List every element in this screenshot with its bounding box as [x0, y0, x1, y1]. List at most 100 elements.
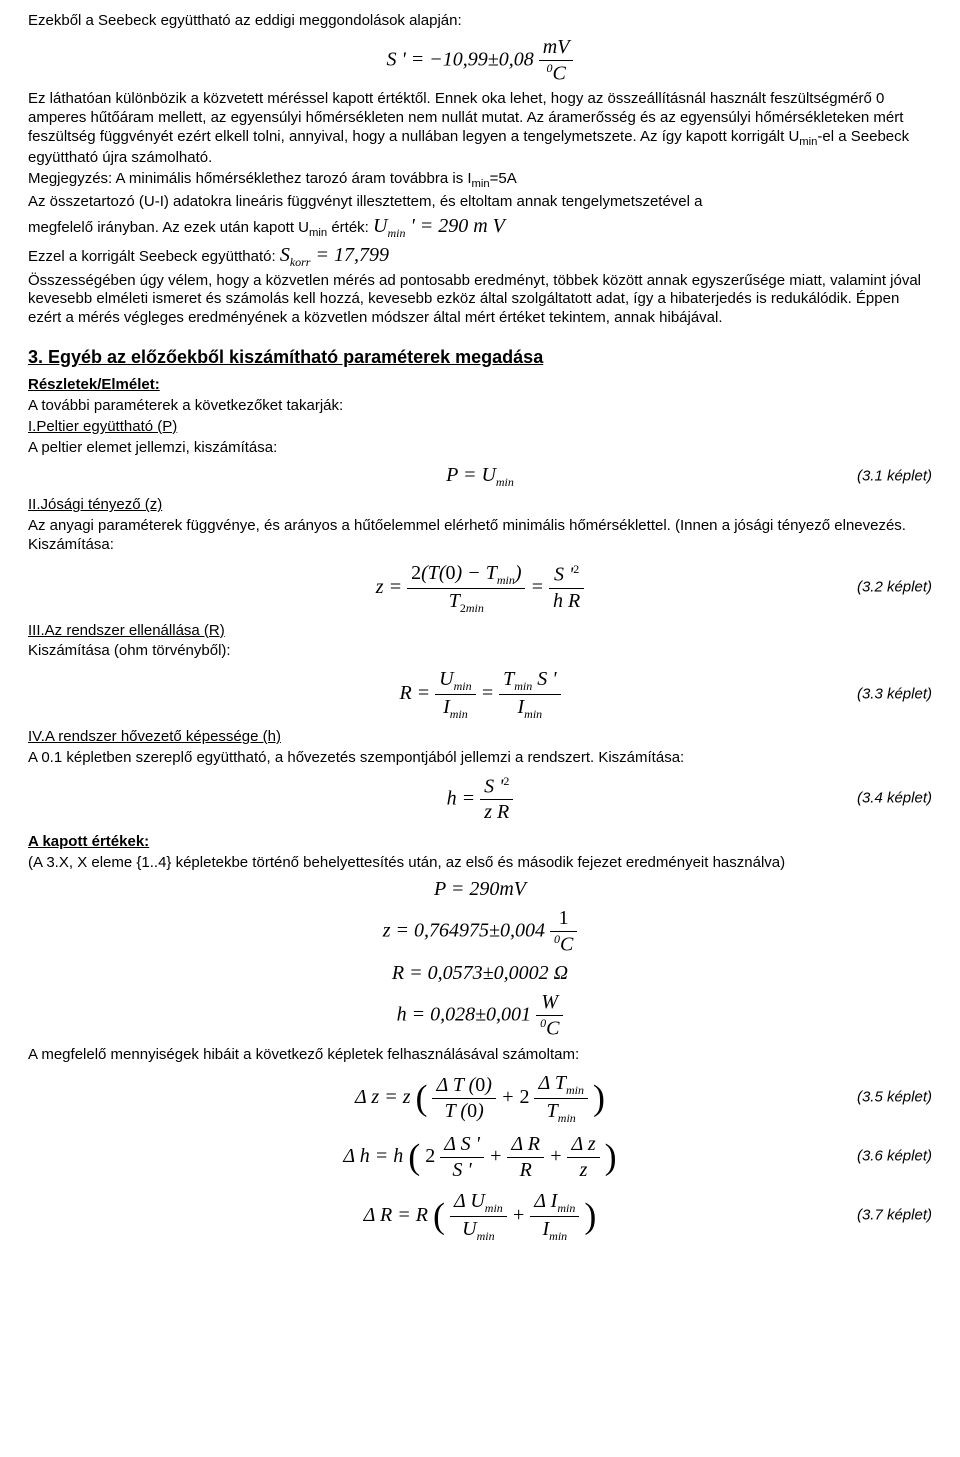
equation-label: (3.4 képlet) — [857, 790, 932, 809]
formula: h = S '2 z R — [28, 774, 932, 826]
equation-3-4: h = S '2 z R (3.4 képlet) — [28, 774, 932, 826]
denominator: T (0) — [432, 1099, 495, 1124]
equation-3-7: Δ R = R ( Δ Umin Umin + Δ Imin Imin ) (3… — [28, 1189, 932, 1244]
den-text: C — [552, 62, 565, 84]
paragraph: Az összetartozó (U-I) adatokra lineáris … — [28, 193, 932, 212]
fraction: W 0C — [536, 990, 563, 1042]
subheading-values: A kapott értékek: — [28, 833, 932, 852]
denominator: Tmin — [534, 1099, 588, 1126]
numerator: S '2 — [549, 562, 584, 589]
denominator: S ' — [440, 1158, 484, 1183]
denominator: T2min — [407, 589, 525, 616]
numerator: Δ R — [507, 1132, 544, 1158]
fraction-right: Tmin S ' Imin — [499, 667, 560, 722]
den-text: C — [560, 933, 573, 955]
fraction-c: Δ z z — [567, 1132, 599, 1183]
paragraph: Kiszámítása (ohm törvényből): — [28, 642, 932, 661]
fraction-left: Umin Imin — [435, 667, 475, 722]
denominator: z R — [480, 800, 513, 825]
fraction-right: S '2 h R — [549, 562, 584, 614]
equation-label: (3.6 képlet) — [857, 1148, 932, 1167]
formula-lhs: S ' = −10,99±0,08 — [387, 48, 534, 70]
fraction-a: Δ S ' S ' — [440, 1132, 484, 1183]
list-item-resistance: III.Az rendszer ellenállása (R) — [28, 622, 932, 641]
equation-label: (3.3 képlet) — [857, 685, 932, 704]
numerator: Δ z — [567, 1132, 599, 1158]
paragraph: Ezekből a Seebeck együttható az eddigi m… — [28, 12, 932, 31]
denominator: 0C — [539, 61, 574, 87]
numerator: 2(T(0) − Tmin) — [407, 561, 525, 589]
var: U — [373, 215, 387, 237]
formula-skorr: Skorr = 17,799 — [280, 244, 389, 266]
denominator: 0C — [550, 932, 577, 958]
equation-label: (3.1 képlet) — [857, 467, 932, 486]
subheading-details: Részletek/Elmélet: — [28, 376, 932, 395]
list-item-hovezeto: IV.A rendszer hővezető képessége (h) — [28, 728, 932, 747]
var: S — [280, 244, 290, 266]
result-P: P = 290mV — [28, 877, 932, 902]
equation-3-5: Δ z = z ( Δ T (0) T (0) + 2 Δ Tmin Tmin … — [28, 1071, 932, 1126]
text: Ez láthatóan különbözik a közvetett méré… — [28, 90, 903, 145]
denominator: Imin — [499, 695, 560, 722]
lhs: z = 0,764975±0,004 — [383, 919, 545, 941]
fraction-b: Δ Imin Imin — [530, 1189, 579, 1244]
formula: z = 2(T(0) − Tmin) T2min = S '2 h R — [28, 561, 932, 616]
value: = 17,799 — [310, 244, 389, 266]
numerator: Δ Tmin — [534, 1071, 588, 1099]
subscript: min — [472, 178, 490, 190]
value: ' = 290 m V — [405, 215, 504, 237]
denominator: Umin — [450, 1217, 507, 1244]
subscript: min — [309, 227, 327, 239]
list-item-peltier: I.Peltier együttható (P) — [28, 418, 932, 437]
denominator: h R — [549, 589, 584, 614]
fraction-b: Δ R R — [507, 1132, 544, 1183]
denominator: R — [507, 1158, 544, 1183]
denominator: Imin — [435, 695, 475, 722]
text: érték: — [327, 219, 373, 236]
equation-label: (3.2 képlet) — [857, 579, 932, 598]
numerator: Tmin S ' — [499, 667, 560, 695]
fraction: mV 0C — [539, 35, 574, 87]
paragraph: Ez láthatóan különbözik a közvetett méré… — [28, 90, 932, 167]
text: megfelelő irányban. Az ezek után kapott … — [28, 219, 309, 236]
paragraph: A peltier elemet jellemzi, kiszámítása: — [28, 439, 932, 458]
paragraph: Összességében úgy vélem, hogy a közvetle… — [28, 272, 932, 328]
lhs: h = 0,028±0,001 — [397, 1004, 531, 1026]
paragraph: A megfelelő mennyiségek hibáit a követke… — [28, 1046, 932, 1065]
subscript: min — [799, 136, 817, 148]
paragraph: Megjegyzés: A minimális hőmérséklethez t… — [28, 170, 932, 191]
numerator: Δ S ' — [440, 1132, 484, 1158]
formula: Δ R = R ( Δ Umin Umin + Δ Imin Imin ) — [28, 1189, 932, 1244]
paragraph: A 0.1 képletben szereplő együttható, a h… — [28, 749, 932, 768]
text: Megjegyzés: A minimális hőmérséklethez t… — [28, 170, 472, 187]
formula-umin: Umin ' = 290 m V — [373, 215, 505, 237]
formula-seebeck-initial: S ' = −10,99±0,08 mV 0C — [28, 35, 932, 87]
fraction: S '2 z R — [480, 774, 513, 826]
numerator: Δ T (0) — [432, 1073, 495, 1099]
den-text: C — [546, 1018, 559, 1040]
formula: P = Umin — [28, 463, 932, 490]
numerator: mV — [539, 35, 574, 61]
section-heading: 3. Egyéb az előzőekből kiszámítható para… — [28, 346, 932, 369]
paragraph: Az anyagi paraméterek függvénye, és arán… — [28, 517, 932, 555]
paragraph: A további paraméterek a következőket tak… — [28, 397, 932, 416]
result-z: z = 0,764975±0,004 1 0C — [28, 906, 932, 958]
equation-3-1: P = Umin (3.1 képlet) — [28, 463, 932, 490]
subscript: min — [387, 226, 405, 240]
equation-3-6: Δ h = h ( 2 Δ S ' S ' + Δ R R + Δ z z ) … — [28, 1132, 932, 1183]
denominator: 0C — [536, 1016, 563, 1042]
result-R: R = 0,0573±0,0002 Ω — [28, 961, 932, 986]
equation-label: (3.5 képlet) — [857, 1089, 932, 1108]
fraction-a: Δ Umin Umin — [450, 1189, 507, 1244]
numerator: Δ Umin — [450, 1189, 507, 1217]
numerator: Umin — [435, 667, 475, 695]
formula: Δ h = h ( 2 Δ S ' S ' + Δ R R + Δ z z ) — [28, 1132, 932, 1183]
paragraph: megfelelő irányban. Az ezek után kapott … — [28, 214, 932, 241]
numerator: S '2 — [480, 774, 513, 801]
result-h: h = 0,028±0,001 W 0C — [28, 990, 932, 1042]
subscript: min — [496, 475, 514, 489]
paragraph: Ezzel a korrigált Seebeck együttható: Sk… — [28, 243, 932, 270]
numerator: W — [536, 990, 563, 1016]
denominator: z — [567, 1158, 599, 1183]
fraction: 1 0C — [550, 906, 577, 958]
